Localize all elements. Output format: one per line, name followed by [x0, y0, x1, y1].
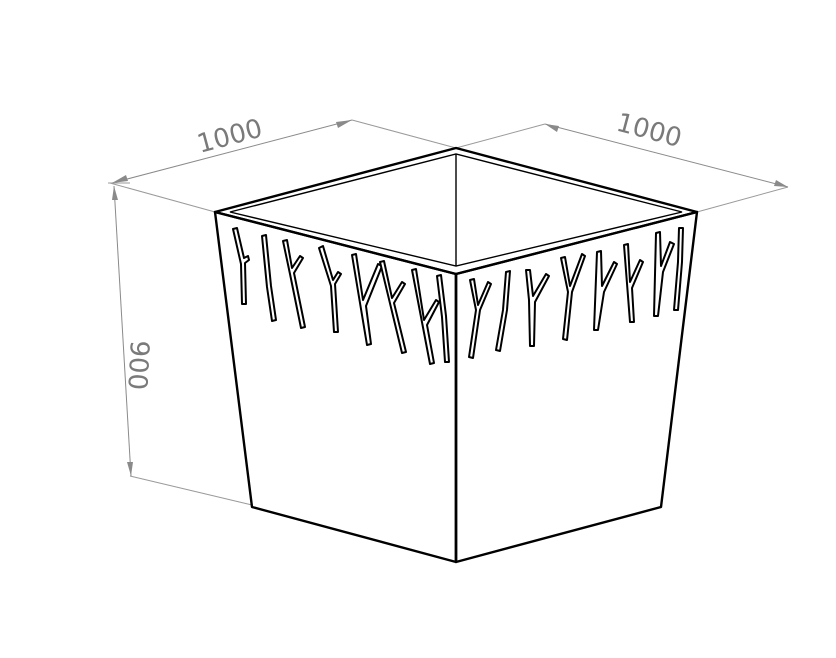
- branch-cutout: [468, 278, 492, 359]
- branch-cutout: [318, 245, 342, 333]
- dimension-line: [113, 185, 132, 477]
- arrow-head: [336, 120, 352, 128]
- branch-cutout: [653, 231, 675, 317]
- dimension-line: [544, 123, 789, 188]
- planter-body: [213, 146, 699, 564]
- extension-line: [129, 475, 253, 506]
- branch-cutout: [232, 227, 250, 305]
- dimension-label-width-right: 1000: [613, 108, 685, 154]
- extension-line: [696, 186, 789, 213]
- arrow-head: [774, 180, 788, 187]
- branch-cutout: [593, 250, 618, 331]
- branch-cutout: [436, 274, 450, 363]
- arrow-head: [545, 124, 559, 132]
- dimension-line: [111, 119, 353, 184]
- branch-cutout: [282, 239, 306, 329]
- branch-cutout: [560, 253, 586, 341]
- branch-cutout: [623, 243, 644, 323]
- branch-cutout: [673, 227, 684, 311]
- arrow-head: [112, 186, 118, 200]
- extension-line: [109, 182, 216, 213]
- branch-cutout: [525, 269, 550, 347]
- dimension-label-width-left: 1000: [194, 114, 266, 160]
- dimension-height: 900: [108, 182, 253, 506]
- branch-cutouts-right: [468, 227, 684, 359]
- planter-rim-outer: [213, 146, 699, 276]
- extension-line: [455, 123, 546, 149]
- branch-cutout: [351, 253, 383, 346]
- branch-cutout: [379, 260, 407, 354]
- branch-cutout: [495, 270, 511, 352]
- branch-cutouts-left: [232, 227, 450, 365]
- extension-line: [351, 119, 457, 149]
- planter-rim-inner: [229, 153, 683, 267]
- branch-cutout: [261, 234, 277, 322]
- branch-cutout: [411, 268, 440, 365]
- arrow-head: [127, 462, 133, 476]
- dimension-label-height: 900: [121, 340, 154, 391]
- arrow-head: [112, 175, 128, 183]
